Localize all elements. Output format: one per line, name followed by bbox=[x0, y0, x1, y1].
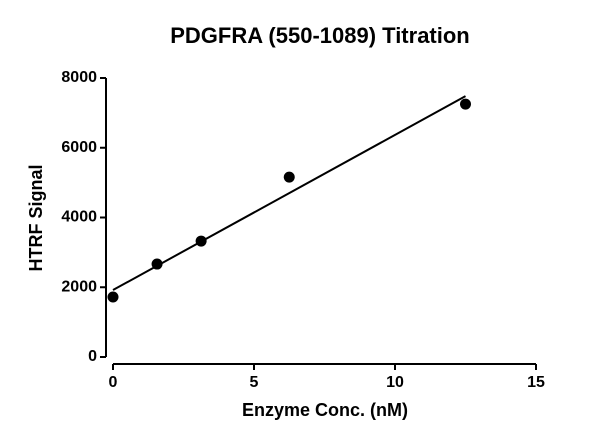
x-tick-label: 0 bbox=[109, 374, 118, 391]
data-point bbox=[151, 258, 163, 270]
y-tick-label: 4000 bbox=[61, 209, 97, 226]
y-axis-label: HTRF Signal bbox=[26, 165, 46, 272]
y-tick-label: 6000 bbox=[61, 139, 97, 156]
data-point bbox=[107, 291, 119, 303]
x-tick-label: 10 bbox=[386, 374, 404, 391]
data-point bbox=[195, 235, 207, 247]
y-tick-label: 2000 bbox=[61, 278, 97, 295]
y-tick-label: 0 bbox=[88, 348, 97, 365]
y-tick-label: 8000 bbox=[61, 69, 97, 86]
data-point bbox=[283, 171, 295, 183]
x-axis-label: Enzyme Conc. (nM) bbox=[242, 400, 408, 420]
data-point bbox=[460, 98, 471, 110]
x-tick-label: 15 bbox=[527, 374, 545, 391]
fit-line bbox=[112, 95, 466, 291]
x-tick-label: 5 bbox=[250, 374, 259, 391]
chart-title: PDGFRA (550-1089) Titration bbox=[170, 23, 470, 48]
